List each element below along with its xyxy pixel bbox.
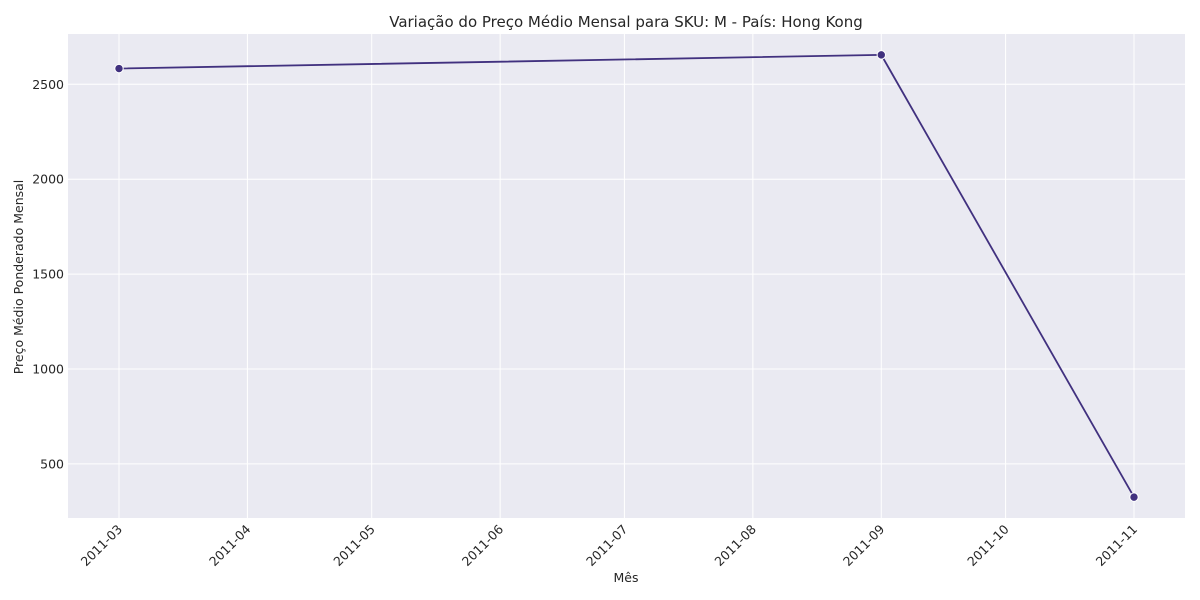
- series-layer: [114, 50, 1139, 502]
- chart-title: Variação do Preço Médio Mensal para SKU:…: [389, 13, 863, 31]
- data-point: [1129, 492, 1139, 502]
- x-tick-label: 2011-05: [330, 522, 378, 570]
- x-tick-label: 2011-08: [711, 521, 759, 569]
- plot-area: [68, 34, 1185, 518]
- data-point: [114, 63, 124, 74]
- x-tick-label: 2011-03: [78, 522, 126, 570]
- y-tick-label: 2500: [32, 77, 64, 92]
- y-tick-label: 500: [40, 456, 64, 471]
- y-tick-label: 1000: [32, 362, 64, 377]
- y-gridlines: [68, 83, 1185, 465]
- x-tick-label: 2011-11: [1093, 522, 1141, 570]
- y-axis-label: Preço Médio Ponderado Mensal: [11, 180, 26, 375]
- data-point: [876, 50, 886, 60]
- y-tick-label: 2000: [32, 172, 64, 187]
- x-axis-label: Mês: [614, 570, 639, 585]
- x-tick-label: 2011-10: [964, 521, 1012, 569]
- x-tick-label: 2011-06: [459, 521, 507, 569]
- x-tick-labels: 2011-03 2011-04 2011-05 2011-06 2011-07 2011-…: [78, 521, 1141, 569]
- x-tick-label: 2011-04: [206, 521, 254, 569]
- y-tick-label: 1500: [32, 267, 64, 282]
- x-gridlines: [118, 34, 1135, 518]
- x-tick-label: 2011-07: [583, 522, 631, 570]
- y-tick-labels: 500 1000 1500 2000 2500: [32, 77, 64, 472]
- x-tick-label: 2011-09: [840, 521, 888, 569]
